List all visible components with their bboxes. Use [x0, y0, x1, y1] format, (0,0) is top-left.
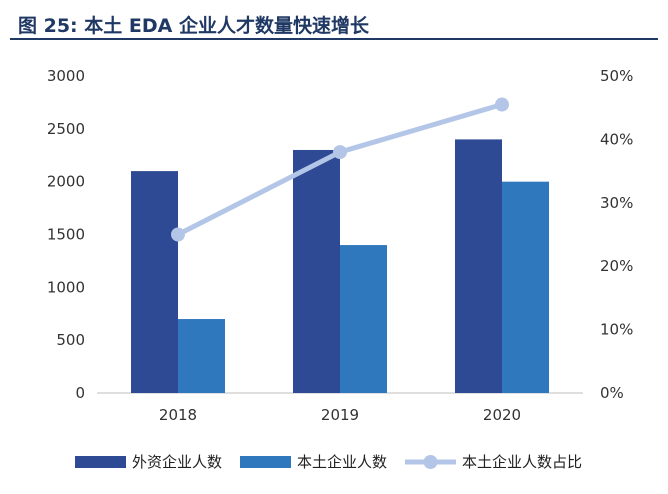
- bar-domestic: [502, 181, 549, 393]
- legend-domestic-swatch: [240, 456, 291, 468]
- y-left-tick-label: 0: [75, 384, 85, 402]
- bar-foreign: [455, 139, 502, 393]
- bar-domestic: [340, 245, 387, 393]
- y-left-tick-label: 2000: [47, 173, 85, 191]
- legend-ratio-label: 本土企业人数占比: [462, 453, 582, 471]
- figure-title: 图 25: 本土 EDA 企业人才数量快速增长: [18, 15, 369, 37]
- y-left-tick-label: 500: [56, 331, 85, 349]
- y-left-tick-label: 2500: [47, 120, 85, 138]
- y-left-tick-label: 1000: [47, 278, 85, 296]
- y-right-tick-label: 20%: [600, 257, 633, 275]
- y-right-tick-label: 0%: [600, 384, 624, 402]
- bar-domestic: [178, 319, 225, 393]
- y-right-tick-label: 50%: [600, 67, 633, 85]
- y-left-tick-label: 3000: [47, 67, 85, 85]
- bar-foreign: [293, 149, 340, 393]
- ratio-point: [495, 97, 509, 112]
- legend-ratio-marker: [423, 455, 438, 469]
- y-left-tick-label: 1500: [47, 226, 85, 244]
- figure-title-bar: 图 25: 本土 EDA 企业人才数量快速增长: [10, 6, 658, 40]
- x-tick-label: 2018: [159, 406, 197, 424]
- y-right-tick-label: 40%: [600, 130, 633, 148]
- ratio-point: [171, 227, 185, 242]
- legend-foreign-swatch: [75, 456, 126, 468]
- y-right-tick-label: 30%: [600, 194, 633, 212]
- bar-foreign: [131, 171, 178, 393]
- ratio-point: [333, 145, 347, 160]
- legend-domestic-label: 本土企业人数: [297, 453, 387, 471]
- x-tick-label: 2020: [483, 406, 521, 424]
- x-tick-label: 2019: [321, 406, 359, 424]
- legend-foreign-label: 外资企业人数: [132, 453, 222, 471]
- y-right-tick-label: 10%: [600, 321, 633, 339]
